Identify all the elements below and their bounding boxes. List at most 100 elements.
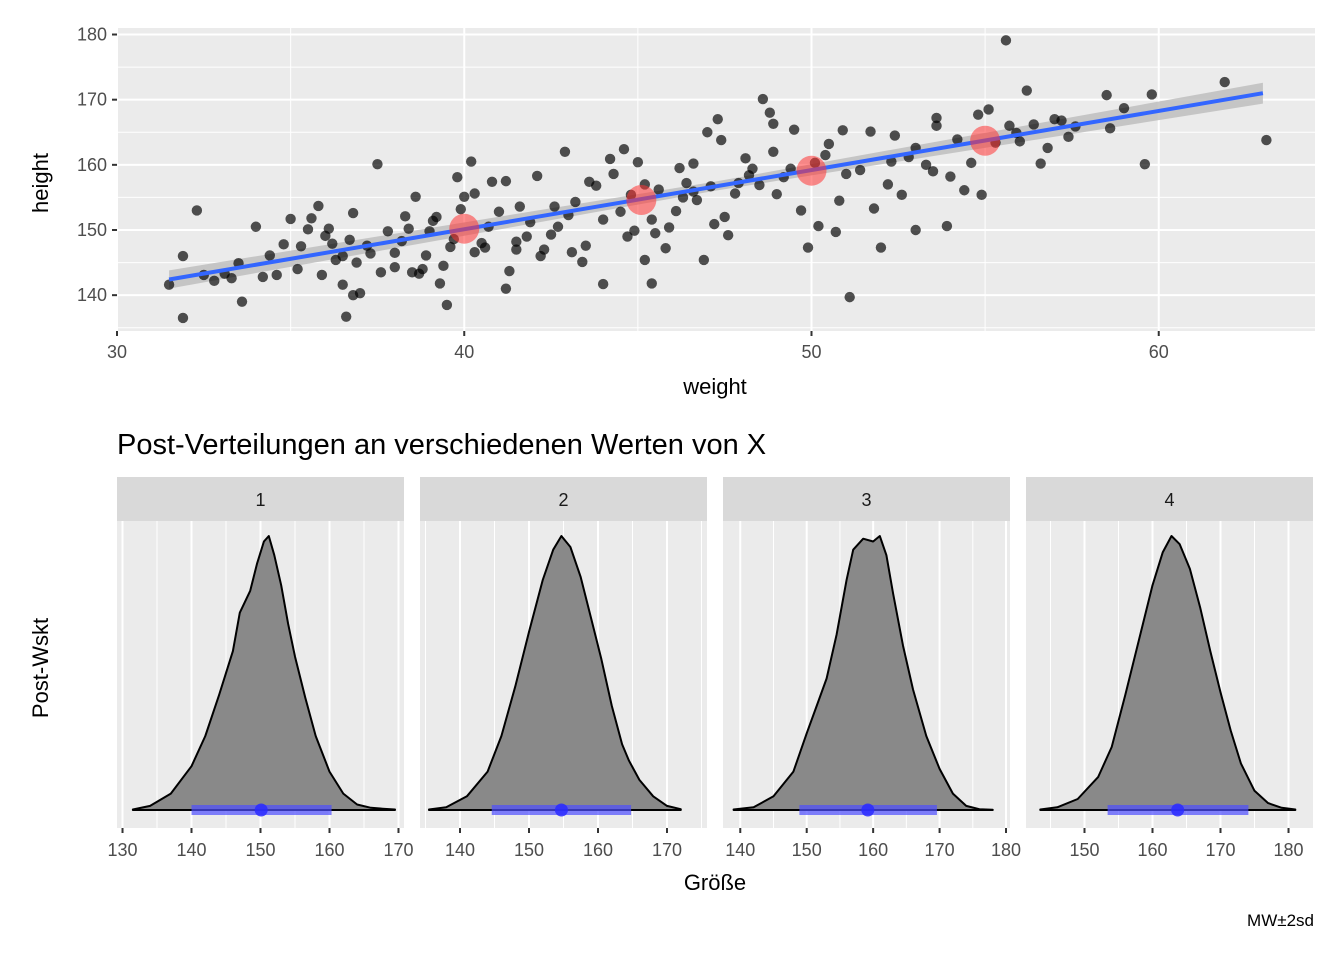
data-point xyxy=(691,194,703,206)
data-point xyxy=(445,241,456,253)
data-point xyxy=(313,200,324,212)
caption: MW±2sd xyxy=(1247,911,1314,930)
data-point xyxy=(292,263,303,275)
data-point xyxy=(677,192,689,203)
data-point xyxy=(521,231,532,242)
highlight-point xyxy=(796,155,827,186)
data-point xyxy=(837,125,848,136)
data-point xyxy=(226,273,237,284)
data-point xyxy=(163,279,175,290)
data-point xyxy=(1014,136,1026,147)
data-point xyxy=(236,296,248,307)
data-point xyxy=(608,168,619,180)
facet-strip xyxy=(723,477,1010,521)
mean-point xyxy=(254,803,268,817)
density-curve xyxy=(1039,535,1297,811)
data-point xyxy=(716,134,727,146)
data-point xyxy=(465,156,477,167)
x-tick-label: 160 xyxy=(1137,840,1167,860)
data-point xyxy=(1139,158,1151,170)
data-point xyxy=(455,203,466,215)
data-point xyxy=(337,250,348,262)
x-tick-label: 140 xyxy=(725,840,755,860)
data-point xyxy=(365,248,376,259)
data-point xyxy=(813,220,824,232)
data-point xyxy=(844,291,855,303)
data-point xyxy=(719,211,730,223)
facet-strip xyxy=(420,477,707,521)
x-tick-label: 140 xyxy=(445,840,475,860)
data-point xyxy=(559,146,571,158)
data-point xyxy=(264,250,275,261)
data-point xyxy=(834,195,845,206)
data-point xyxy=(493,206,505,217)
x-tick-label: 150 xyxy=(245,840,275,860)
data-point xyxy=(910,224,921,236)
data-point xyxy=(511,236,522,247)
data-point xyxy=(500,283,512,294)
data-point xyxy=(278,239,289,250)
data-point xyxy=(257,271,269,283)
facet-strip xyxy=(1026,477,1313,521)
data-point xyxy=(841,168,852,180)
scatter-points xyxy=(163,35,1272,324)
data-point xyxy=(1146,89,1157,100)
regression-line xyxy=(168,91,1264,282)
data-point xyxy=(768,118,779,129)
data-point xyxy=(653,184,664,195)
data-point xyxy=(320,230,331,242)
data-point xyxy=(479,242,491,253)
data-point xyxy=(927,166,939,177)
data-point xyxy=(830,226,841,238)
data-point xyxy=(618,144,630,155)
data-point xyxy=(1118,102,1130,114)
data-point xyxy=(438,260,449,272)
data-point xyxy=(632,157,644,168)
data-point xyxy=(972,109,984,120)
data-point xyxy=(865,126,876,137)
x-tick-label: 160 xyxy=(314,840,344,860)
x-tick-label: 170 xyxy=(652,840,682,860)
facet-strip-label: 3 xyxy=(861,490,871,510)
data-point xyxy=(417,263,428,275)
data-point xyxy=(375,267,387,278)
data-point xyxy=(795,205,807,216)
data-point xyxy=(959,185,970,196)
data-point xyxy=(403,223,414,234)
data-point xyxy=(788,124,800,135)
highlight-point xyxy=(970,125,1001,156)
data-point xyxy=(389,261,400,273)
data-point xyxy=(983,104,994,115)
data-point xyxy=(406,267,418,278)
data-point xyxy=(209,275,220,287)
density-facet-plot: Post-Verteilungen an verschiedenen Werte… xyxy=(28,429,1314,930)
x-tick-label: 170 xyxy=(1205,840,1235,860)
data-point xyxy=(952,134,963,145)
data-point xyxy=(976,189,987,201)
data-point xyxy=(670,205,682,217)
x-tick-label: 180 xyxy=(991,840,1021,860)
data-point xyxy=(400,211,411,222)
facet-strip-label: 1 xyxy=(255,490,265,510)
data-point xyxy=(1028,119,1039,130)
data-point xyxy=(285,213,296,225)
facet-strip-label: 4 xyxy=(1164,490,1174,510)
data-point xyxy=(650,228,661,239)
data-point xyxy=(709,218,720,230)
highlight-point xyxy=(449,213,480,244)
data-point xyxy=(389,247,400,259)
x-tick-label: 150 xyxy=(514,840,544,860)
data-point xyxy=(441,299,453,311)
y-tick-label: 180 xyxy=(77,25,107,45)
x-tick-label: 30 xyxy=(107,342,127,362)
data-point xyxy=(431,211,442,223)
data-point xyxy=(931,120,942,131)
data-point xyxy=(615,206,626,217)
data-point xyxy=(295,241,307,252)
data-point xyxy=(577,256,588,268)
data-point xyxy=(646,278,657,289)
data-point xyxy=(580,240,591,251)
data-point xyxy=(1021,85,1032,96)
